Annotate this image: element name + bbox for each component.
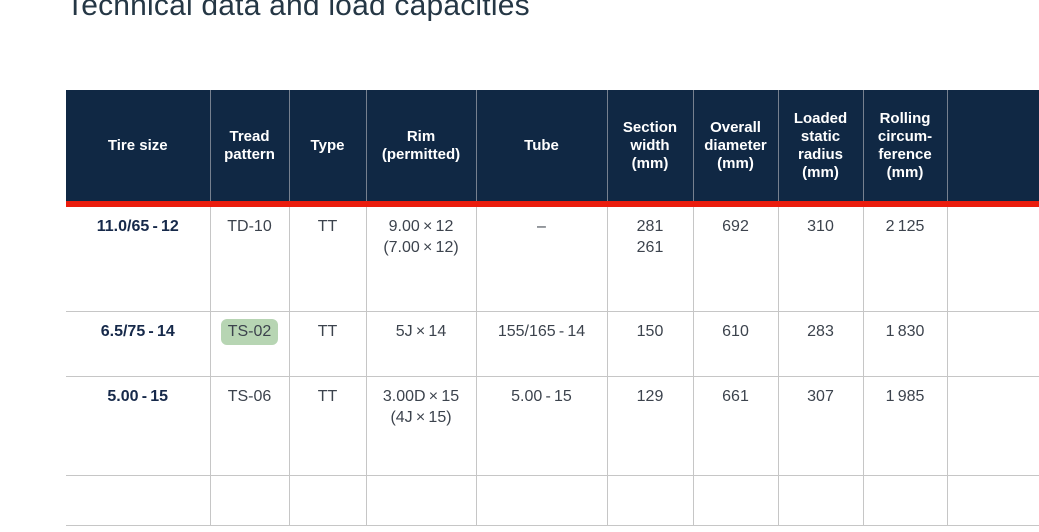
cell-tire-size bbox=[66, 475, 210, 526]
cell-tire-size: 5.00 - 15 bbox=[66, 376, 210, 476]
cell-rim: 5J × 14 bbox=[365, 311, 476, 377]
tread-pattern-highlight: TS-02 bbox=[220, 319, 279, 345]
cell-type bbox=[288, 475, 366, 526]
cell-section-width: 129 bbox=[606, 376, 693, 476]
cell-type: TT bbox=[288, 311, 366, 377]
cell-loaded-static-radius: 310 bbox=[777, 204, 863, 312]
cell-type: TT bbox=[288, 376, 366, 476]
cell-empty bbox=[946, 311, 1039, 377]
cell-empty bbox=[946, 475, 1039, 526]
cell-rolling-circumference bbox=[862, 475, 947, 526]
cell-overall-diameter: 661 bbox=[692, 376, 778, 476]
cell-overall-diameter bbox=[692, 475, 778, 526]
cell-tread-pattern: TD-10 bbox=[209, 204, 289, 312]
cell-tread-pattern bbox=[209, 475, 289, 526]
table-row bbox=[66, 475, 1039, 526]
column-header-rolling-circumference: Rolling circum- ference (mm) bbox=[862, 90, 947, 207]
cell-rolling-circumference: 1 830 bbox=[862, 311, 947, 377]
cell-section-width: 281 261 bbox=[606, 204, 693, 312]
cell-tube: 5.00 - 15 bbox=[475, 376, 607, 476]
cell-tube: 155/165 - 14 bbox=[475, 311, 607, 377]
cell-rim bbox=[365, 475, 476, 526]
cell-overall-diameter: 692 bbox=[692, 204, 778, 312]
cell-empty bbox=[946, 204, 1039, 312]
column-header-tread-pattern: Tread pattern bbox=[209, 90, 289, 207]
cell-tube bbox=[475, 475, 607, 526]
cell-empty bbox=[946, 376, 1039, 476]
table-row: 6.5/75 - 14 TS-02 TT 5J × 14 155/165 - 1… bbox=[66, 311, 1039, 377]
cell-rim: 9.00 × 12 (7.00 × 12) bbox=[365, 204, 476, 312]
cell-loaded-static-radius bbox=[777, 475, 863, 526]
column-header-tube: Tube bbox=[475, 90, 607, 207]
column-header-rim: Rim (permitted) bbox=[365, 90, 476, 207]
cell-tire-size: 11.0/65 - 12 bbox=[66, 204, 210, 312]
cell-section-width: 150 bbox=[606, 311, 693, 377]
column-header-type: Type bbox=[288, 90, 366, 207]
cell-type: TT bbox=[288, 204, 366, 312]
cell-overall-diameter: 610 bbox=[692, 311, 778, 377]
cell-tire-size: 6.5/75 - 14 bbox=[66, 311, 210, 377]
cell-rim: 3.00D × 15 (4J × 15) bbox=[365, 376, 476, 476]
table-header-row: Tire size Tread pattern Type Rim (permit… bbox=[66, 90, 1039, 207]
cell-section-width bbox=[606, 475, 693, 526]
column-header-loaded-static-radius: Loaded static radius (mm) bbox=[777, 90, 863, 207]
table-row: 11.0/65 - 12 TD-10 TT 9.00 × 12 (7.00 × … bbox=[66, 204, 1039, 312]
page-title: Technical data and load capacities bbox=[66, 0, 530, 22]
cell-rolling-circumference: 2 125 bbox=[862, 204, 947, 312]
cell-tread-pattern: TS-02 bbox=[209, 311, 289, 377]
cell-loaded-static-radius: 307 bbox=[777, 376, 863, 476]
table-row: 5.00 - 15 TS-06 TT 3.00D × 15 (4J × 15) … bbox=[66, 376, 1039, 476]
cell-rolling-circumference: 1 985 bbox=[862, 376, 947, 476]
column-header-section-width: Section width (mm) bbox=[606, 90, 693, 207]
column-header-overall-diameter: Overall diameter (mm) bbox=[692, 90, 778, 207]
cell-tread-pattern: TS-06 bbox=[209, 376, 289, 476]
cell-loaded-static-radius: 283 bbox=[777, 311, 863, 377]
column-header-tire-size: Tire size bbox=[66, 90, 210, 207]
cell-tube: – bbox=[475, 204, 607, 312]
tire-data-table: Tire size Tread pattern Type Rim (permit… bbox=[66, 90, 1039, 526]
column-header-empty bbox=[946, 90, 1039, 207]
